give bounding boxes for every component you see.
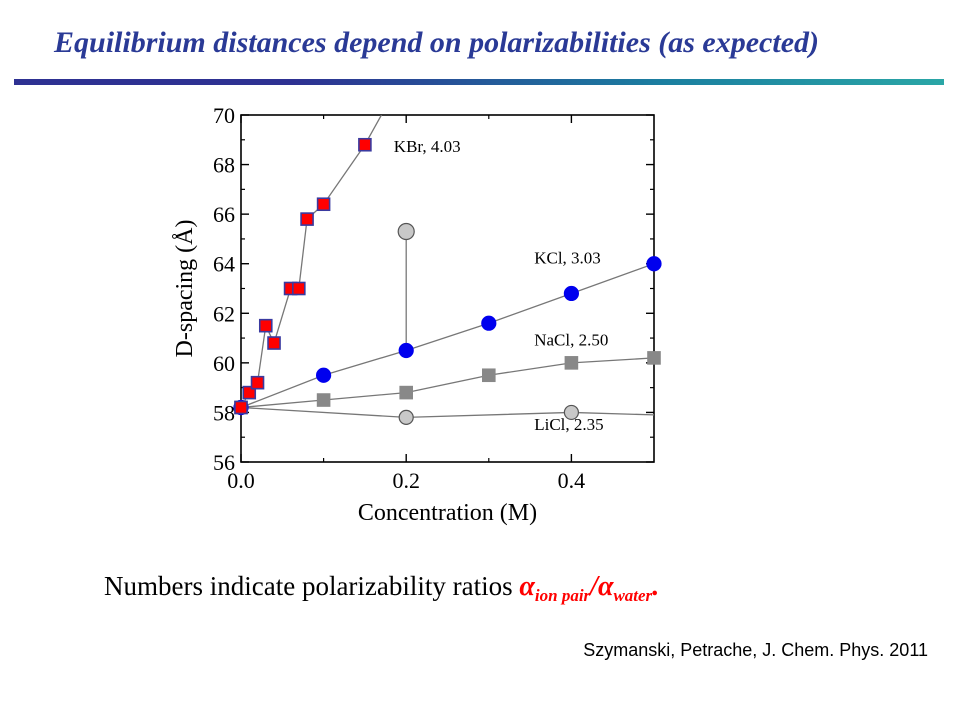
slide-title: Equilibrium distances depend on polariza… [54,26,819,59]
licl-point [398,409,414,425]
polarizability-ratio-formula: αion pair/αwater. [519,571,660,605]
licl-line [241,406,654,419]
nacl-point [481,368,496,383]
y-tick-label: 58 [213,400,235,425]
kcl-point [646,256,662,272]
alpha-symbol-2: α [597,571,614,602]
kbr-point [316,197,331,212]
nacl-point [399,385,414,400]
x-tick-label: 0.2 [392,468,420,493]
x-axis-label: Concentration (M) [358,500,537,526]
division-slash: / [590,571,598,602]
caption-text: Numbers indicate polarizability ratios [104,571,513,601]
y-axis-label: D-spacing (Å) [172,220,198,358]
kcl-point [316,367,332,383]
x-tick-label: 0.4 [558,468,586,493]
citation: Szymanski, Petrache, J. Chem. Phys. 2011 [583,640,928,660]
nacl-point [564,356,579,370]
licl-point [563,404,580,421]
alpha-symbol-1: α [519,571,535,602]
nacl-point [647,351,661,365]
formula-period: . [652,571,660,602]
kcl-point [563,285,580,302]
licl-outlier-point [397,222,415,241]
x-tick-label: 0.0 [227,468,255,493]
y-tick-label: 70 [213,103,235,128]
kbr-point [250,375,265,390]
y-tick-label: 64 [213,252,235,277]
kbr-point [258,318,273,333]
y-tick-label: 66 [213,202,235,227]
ion-pair-subscript: ion pair [534,586,591,605]
kbr-point [358,137,372,152]
y-tick-label: 60 [213,351,235,376]
nacl-line [241,357,654,409]
licl-label: LiCl, 2.35 [534,415,603,434]
kbr-point [300,212,314,226]
title-underline [14,79,944,85]
nacl-label: NaCl, 2.50 [534,331,608,350]
kbr-label: KBr, 4.03 [394,137,461,156]
kbr-point [267,336,281,350]
nacl-point [316,393,331,407]
y-tick-label: 68 [213,153,235,178]
kbr-point [234,400,248,415]
caption: Numbers indicate polarizability ratios α… [104,566,659,616]
kbr-point [292,281,306,296]
water-subscript: water [613,586,653,605]
kcl-label: KCl, 3.03 [534,249,601,268]
y-tick-label: 56 [213,450,235,475]
kcl-point [481,315,497,331]
kcl-point [398,342,414,359]
kbr-point [242,385,257,400]
kcl-line [241,263,654,409]
y-tick-label: 62 [213,301,235,326]
